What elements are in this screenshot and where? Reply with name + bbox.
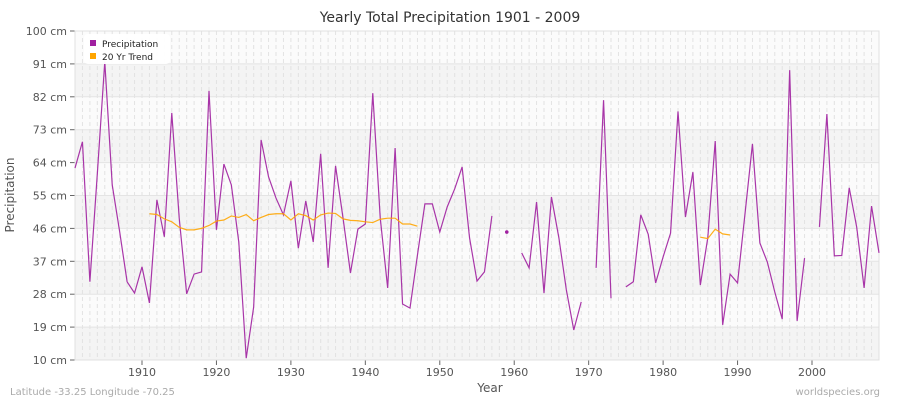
footer-source: worldspecies.org [796,387,880,398]
trend-line [149,212,418,231]
legend-swatch-precipitation [90,40,96,46]
trend-line [700,228,731,240]
y-tick-label: 55 cm [33,190,67,203]
x-tick-label: 2000 [798,366,826,379]
legend-label-trend: 20 Yr Trend [102,53,153,63]
footer-location: Latitude -33.25 Longitude -70.25 [10,387,175,398]
y-tick-label: 73 cm [33,124,67,137]
y-tick-label: 28 cm [33,288,67,301]
x-tick-label: 1940 [351,366,379,379]
x-tick-label: 1970 [575,366,603,379]
y-tick-label: 64 cm [33,157,67,170]
x-tick-label: 1920 [202,366,230,379]
precipitation-point [504,230,509,234]
x-axis-label: Year [476,381,502,395]
x-tick-label: 1980 [649,366,677,379]
precipitation-line [521,196,582,331]
plot-border [74,30,880,361]
legend: Precipitation 20 Yr Trend [84,34,170,64]
x-tick-label: 1990 [724,366,752,379]
x-tick-label: 1950 [426,366,454,379]
y-tick-label: 37 cm [33,255,67,268]
y-axis-label: Precipitation [3,157,17,232]
y-tick-label: 82 cm [33,91,67,104]
x-tick-label: 1930 [277,366,305,379]
x-tick-label: 1910 [128,366,156,379]
legend-label-precipitation: Precipitation [102,40,158,50]
y-tick-label: 91 cm [33,58,67,71]
chart-title: Yearly Total Precipitation 1901 - 2009 [319,10,581,26]
precipitation-line [818,113,880,289]
precipitation-line [625,70,806,325]
y-tick-label: 46 cm [33,222,67,235]
y-tick-label: 100 cm [26,25,67,38]
x-tick-label: 1960 [500,366,528,379]
y-tick-label: 19 cm [33,321,67,334]
precipitation-line [74,61,493,359]
precipitation-line [595,100,612,299]
legend-swatch-trend [90,53,96,59]
y-tick-label: 10 cm [33,354,67,367]
